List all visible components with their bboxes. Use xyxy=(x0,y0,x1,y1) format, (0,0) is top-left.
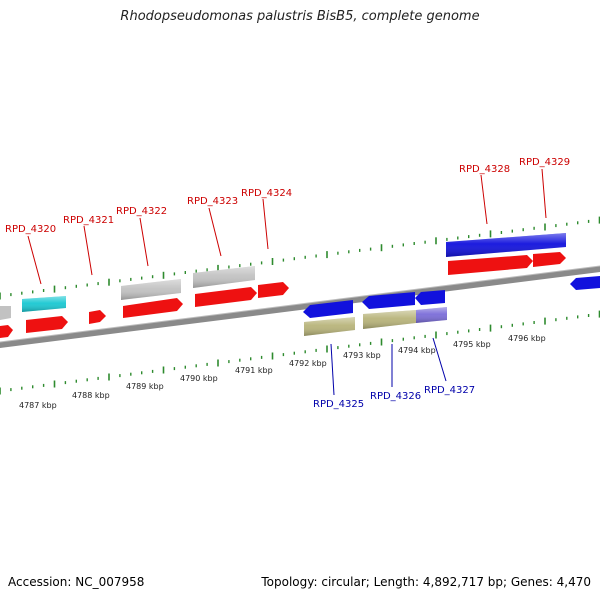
label-rpd4326[interactable]: RPD_4326 xyxy=(370,391,421,402)
label-rpd4324[interactable]: RPD_4324 xyxy=(241,188,292,199)
scale-label-4794: 4794 kbp xyxy=(398,346,436,355)
label-rpd4327[interactable]: RPD_4327 xyxy=(424,385,475,396)
label-rpd4323[interactable]: RPD_4323 xyxy=(187,196,238,207)
lower-tick-row xyxy=(0,310,600,395)
genome-backbone xyxy=(0,266,600,348)
reverse-gene-labels: RPD_4325 RPD_4326 RPD_4327 xyxy=(313,337,475,410)
label-rpd4329[interactable]: RPD_4329 xyxy=(519,157,570,168)
scale-label-4791: 4791 kbp xyxy=(235,366,273,375)
reverse-gene-tier xyxy=(303,290,445,318)
forward-gene-labels: RPD_4320 RPD_4321 RPD_4322 RPD_4323 RPD_… xyxy=(5,157,570,285)
scale-label-4793: 4793 kbp xyxy=(343,351,381,360)
cds-rpd4320[interactable] xyxy=(26,316,68,333)
gene-rpd4327[interactable] xyxy=(415,290,445,305)
scale-label-4789: 4789 kbp xyxy=(126,382,164,391)
cds-rpd4322[interactable] xyxy=(123,298,183,318)
scale-label-4796: 4796 kbp xyxy=(508,334,546,343)
gene-rpd4326[interactable] xyxy=(362,292,415,309)
label-rpd4322[interactable]: RPD_4322 xyxy=(116,206,167,217)
upper-tick-row xyxy=(0,216,600,300)
forward-cds-tier xyxy=(0,252,566,338)
scale-label-4788: 4788 kbp xyxy=(72,391,110,400)
cds-rpd4324[interactable] xyxy=(258,282,289,298)
cds-rpd4328[interactable] xyxy=(448,255,533,275)
gene-rpd4319-partial[interactable] xyxy=(0,306,11,320)
cds-rpd4321[interactable] xyxy=(89,310,106,324)
label-rpd4325[interactable]: RPD_4325 xyxy=(313,399,364,410)
cds-left-edge[interactable] xyxy=(0,325,13,338)
scale-label-4787: 4787 kbp xyxy=(19,401,57,410)
gene-right-edge[interactable] xyxy=(570,276,600,290)
cds-rpd4329[interactable] xyxy=(533,252,566,267)
scale-label-4795: 4795 kbp xyxy=(453,340,491,349)
gene-rpd4325[interactable] xyxy=(303,300,353,318)
scale-label-4792: 4792 kbp xyxy=(289,359,327,368)
scale-label-4790: 4790 kbp xyxy=(180,374,218,383)
cds-rpd4323[interactable] xyxy=(195,287,257,307)
scale-labels: 4787 kbp 4788 kbp 4789 kbp 4790 kbp 4791… xyxy=(19,334,546,410)
label-rpd4328[interactable]: RPD_4328 xyxy=(459,164,510,175)
genome-stats-text: Topology: circular; Length: 4,892,717 bp… xyxy=(261,575,591,589)
label-rpd4321[interactable]: RPD_4321 xyxy=(63,215,114,226)
map-title: Rhodopseudomonas palustris BisB5, comple… xyxy=(120,9,480,24)
label-rpd4320[interactable]: RPD_4320 xyxy=(5,224,56,235)
accession-text: Accession: NC_007958 xyxy=(8,575,145,589)
